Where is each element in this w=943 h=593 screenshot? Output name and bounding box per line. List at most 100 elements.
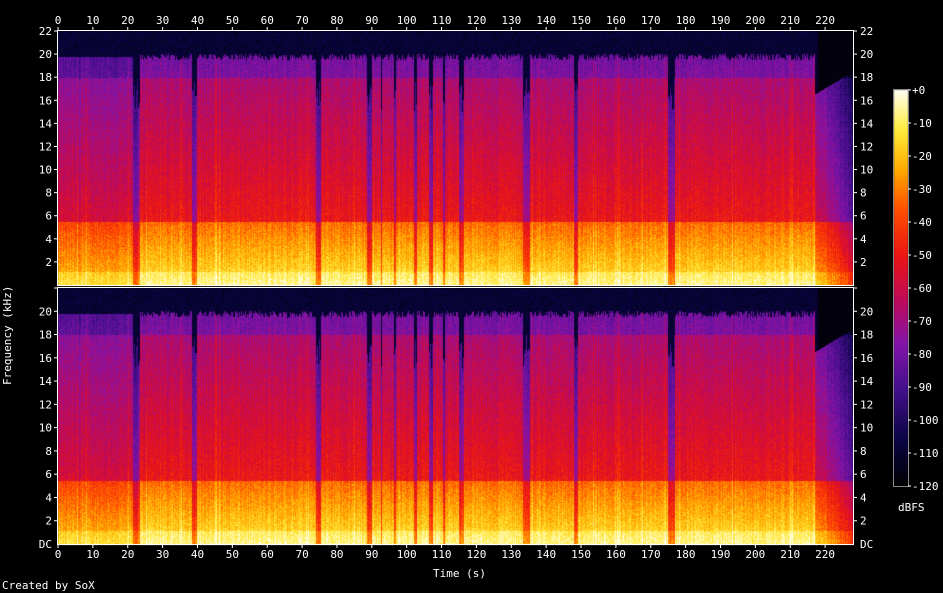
colorbar-tick-label: -30 bbox=[912, 183, 932, 196]
x-tick-label-top: 150 bbox=[571, 14, 591, 27]
colorbar-frame bbox=[893, 89, 909, 487]
x-tick-label-top: 60 bbox=[261, 14, 274, 27]
x-tick-label-top: 180 bbox=[676, 14, 696, 27]
y-tick-label-left: 4 bbox=[45, 491, 52, 504]
x-tick-label-bottom: 220 bbox=[815, 548, 835, 561]
x-tick-label-bottom: 40 bbox=[191, 548, 204, 561]
y-tick-label-left: 12 bbox=[39, 398, 52, 411]
x-tick-label-bottom: 120 bbox=[466, 548, 486, 561]
y-tick-label-left: 6 bbox=[45, 468, 52, 481]
x-tick-label-top: 50 bbox=[226, 14, 239, 27]
y-tick-label-left: 16 bbox=[39, 352, 52, 365]
y-tick-label-left: 20 bbox=[39, 48, 52, 61]
y-tick-label-right: 8 bbox=[860, 445, 867, 458]
x-tick-label-bottom: 150 bbox=[571, 548, 591, 561]
y-tick-label-right: 6 bbox=[860, 210, 867, 223]
y-tick-label-right: 10 bbox=[860, 422, 873, 435]
x-tick-label-top: 70 bbox=[295, 14, 308, 27]
y-dc-label-right: DC bbox=[860, 538, 873, 551]
x-tick-label-top: 40 bbox=[191, 14, 204, 27]
y-tick-label-left: 2 bbox=[45, 256, 52, 269]
x-tick-label-top: 210 bbox=[780, 14, 800, 27]
colorbar-tick-label: -110 bbox=[912, 447, 939, 460]
x-tick-label-top: 190 bbox=[711, 14, 731, 27]
y-tick-label-right: 20 bbox=[860, 305, 873, 318]
x-tick-label-bottom: 70 bbox=[295, 548, 308, 561]
x-tick-label-bottom: 30 bbox=[156, 548, 169, 561]
colorbar-tick-label: -80 bbox=[912, 348, 932, 361]
colorbar-tick-label: -120 bbox=[912, 480, 939, 493]
y-tick-label-left: 14 bbox=[39, 117, 53, 130]
x-tick-label-bottom: 80 bbox=[330, 548, 343, 561]
y-tick-label-right: 14 bbox=[860, 375, 874, 388]
y-tick-label-right: 2 bbox=[860, 256, 867, 269]
colorbar-tick-label: -20 bbox=[912, 150, 932, 163]
y-tick-label-right: 12 bbox=[860, 140, 873, 153]
y-tick-label-left: 6 bbox=[45, 210, 52, 223]
panel-frame-1 bbox=[57, 30, 854, 286]
x-tick-label-top: 0 bbox=[55, 14, 62, 27]
y-dc-label-left: DC bbox=[39, 538, 52, 551]
x-tick-label-bottom: 110 bbox=[432, 548, 452, 561]
x-tick-label-bottom: 130 bbox=[501, 548, 521, 561]
y-tick-label-right: 10 bbox=[860, 164, 873, 177]
x-tick-label-top: 80 bbox=[330, 14, 343, 27]
x-tick-label-bottom: 0 bbox=[55, 548, 62, 561]
x-tick-label-top: 10 bbox=[86, 14, 99, 27]
x-tick-label-top: 170 bbox=[641, 14, 661, 27]
x-tick-label-top: 20 bbox=[121, 14, 134, 27]
x-tick-label-bottom: 180 bbox=[676, 548, 696, 561]
y-tick-label-left: 14 bbox=[39, 375, 53, 388]
colorbar-tick-label: -70 bbox=[912, 315, 932, 328]
x-tick-label-bottom: 50 bbox=[226, 548, 239, 561]
colorbar-tick-label: -10 bbox=[912, 117, 932, 130]
x-tick-label-bottom: 160 bbox=[606, 548, 626, 561]
y-tick-label-right: 16 bbox=[860, 352, 873, 365]
panel-frame-2 bbox=[57, 287, 854, 545]
y-tick-label-left: 10 bbox=[39, 422, 52, 435]
credit-text: Created by SoX bbox=[2, 579, 95, 592]
x-tick-label-bottom: 20 bbox=[121, 548, 134, 561]
x-tick-label-top: 90 bbox=[365, 14, 378, 27]
x-tick-label-top: 160 bbox=[606, 14, 626, 27]
y-tick-label-right: 2 bbox=[860, 515, 867, 528]
colorbar-tick-label: -60 bbox=[912, 282, 932, 295]
x-tick-label-bottom: 100 bbox=[397, 548, 417, 561]
x-tick-label-top: 100 bbox=[397, 14, 417, 27]
y-tick-label-right: 14 bbox=[860, 117, 874, 130]
y-tick-label-left: 20 bbox=[39, 305, 52, 318]
y-tick-label-left: 16 bbox=[39, 94, 52, 107]
y-tick-label-right: 20 bbox=[860, 48, 873, 61]
x-tick-label-bottom: 10 bbox=[86, 548, 99, 561]
colorbar-tick-label: -90 bbox=[912, 381, 932, 394]
x-tick-label-top: 110 bbox=[432, 14, 452, 27]
colorbar-tick-label: +0 bbox=[912, 84, 925, 97]
y-tick-label-left: 8 bbox=[45, 445, 52, 458]
x-tick-label-bottom: 200 bbox=[745, 548, 765, 561]
x-tick-label-top: 30 bbox=[156, 14, 169, 27]
y-tick-label-right: 18 bbox=[860, 71, 873, 84]
y-tick-label-right: 6 bbox=[860, 468, 867, 481]
y-tick-label-right: 18 bbox=[860, 329, 873, 342]
x-tick-label-top: 120 bbox=[466, 14, 486, 27]
colorbar-tick-label: -100 bbox=[912, 414, 939, 427]
y-tick-label-right: 4 bbox=[860, 491, 867, 504]
x-tick-label-top: 220 bbox=[815, 14, 835, 27]
x-tick-label-top: 130 bbox=[501, 14, 521, 27]
x-tick-label-bottom: 90 bbox=[365, 548, 378, 561]
x-axis-label: Time (s) bbox=[433, 567, 486, 580]
y-tick-label-left: 4 bbox=[45, 233, 52, 246]
x-tick-label-bottom: 60 bbox=[261, 548, 274, 561]
y-tick-label-left: 18 bbox=[39, 71, 52, 84]
y-tick-label-right: 8 bbox=[860, 187, 867, 200]
y-tick-label-right: 4 bbox=[860, 233, 867, 246]
y-tick-label-right: 12 bbox=[860, 398, 873, 411]
y-tick-label-left: 18 bbox=[39, 329, 52, 342]
x-tick-label-bottom: 210 bbox=[780, 548, 800, 561]
y-tick-label-right: 16 bbox=[860, 94, 873, 107]
x-tick-label-bottom: 190 bbox=[711, 548, 731, 561]
x-tick-label-bottom: 170 bbox=[641, 548, 661, 561]
y-tick-label-right: 22 bbox=[860, 25, 873, 38]
